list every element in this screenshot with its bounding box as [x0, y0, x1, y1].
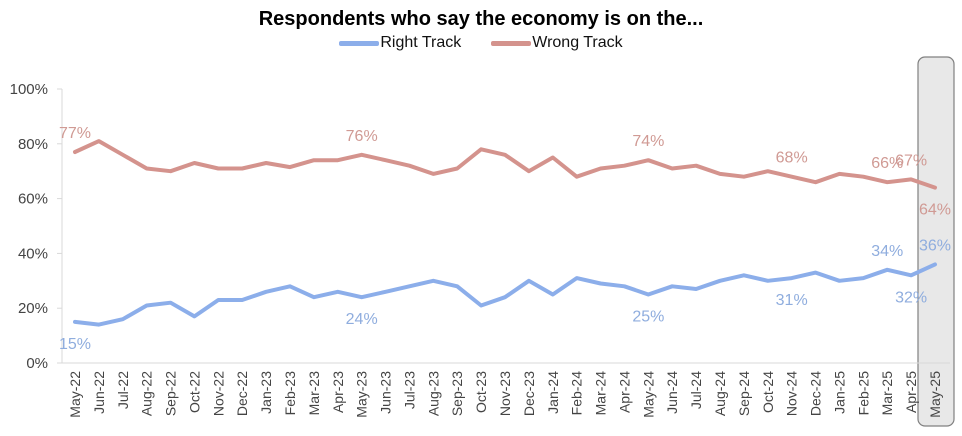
- data-label: 25%: [632, 309, 664, 326]
- x-tick-label: Sep-22: [163, 371, 179, 416]
- x-tick-label: Jun-24: [664, 371, 680, 414]
- x-tick-label: Oct-22: [186, 371, 202, 413]
- x-tick-label: Jun-22: [91, 371, 107, 414]
- x-tick-label: Dec-23: [521, 371, 537, 416]
- x-tick-label: Feb-23: [282, 371, 298, 416]
- data-label: 15%: [59, 336, 91, 353]
- x-tick-label: Mar-24: [593, 371, 609, 416]
- data-label: 32%: [895, 289, 927, 306]
- data-label: 77%: [59, 125, 91, 142]
- x-tick-label: Jun-23: [378, 371, 394, 414]
- data-label: 31%: [776, 292, 808, 309]
- y-tick-label: 80%: [18, 136, 48, 153]
- legend: Right Track Wrong Track: [0, 34, 962, 52]
- y-tick-label: 20%: [18, 300, 48, 317]
- y-tick-label: 100%: [10, 81, 48, 98]
- x-tick-label: Aug-22: [139, 371, 155, 416]
- legend-label-right-track: Right Track: [380, 34, 462, 51]
- x-tick-label: Nov-24: [784, 371, 800, 416]
- x-tick-label: Sep-24: [736, 371, 752, 416]
- y-tick-label: 60%: [18, 191, 48, 208]
- x-tick-label: Mar-25: [879, 371, 895, 416]
- x-tick-label: Feb-24: [569, 371, 585, 416]
- x-tick-label: Aug-23: [425, 371, 441, 416]
- x-tick-label: Jul-24: [688, 371, 704, 409]
- x-tick-label: Jul-23: [401, 371, 417, 409]
- data-label: 67%: [895, 152, 927, 169]
- x-tick-label: Apr-25: [903, 371, 919, 413]
- data-label: 66%: [871, 155, 903, 172]
- data-label: 24%: [346, 311, 378, 328]
- x-tick-label: May-23: [354, 371, 370, 418]
- legend-swatch-right-track: [339, 40, 380, 46]
- x-tick-label: Feb-25: [855, 371, 871, 416]
- legend-swatch-wrong-track: [491, 40, 532, 46]
- x-tick-label: Nov-23: [497, 371, 513, 416]
- x-tick-label: May-22: [67, 371, 83, 418]
- legend-label-wrong-track: Wrong Track: [532, 34, 623, 51]
- data-label: 34%: [871, 243, 903, 260]
- data-label: 76%: [346, 128, 378, 145]
- legend-item-wrong-track: Wrong Track: [491, 34, 623, 52]
- data-label: 68%: [776, 150, 808, 167]
- x-tick-label: Jul-22: [115, 371, 131, 409]
- x-tick-label: Jan-25: [831, 371, 847, 414]
- x-tick-label: Oct-24: [760, 371, 776, 413]
- x-tick-label: Jan-23: [258, 371, 274, 414]
- x-tick-label: Mar-23: [306, 371, 322, 416]
- x-tick-label: Jan-24: [545, 371, 561, 414]
- data-label: 64%: [919, 202, 951, 219]
- highlight-box: [917, 56, 955, 427]
- x-tick-label: Apr-24: [616, 371, 632, 413]
- x-tick-label: Apr-23: [330, 371, 346, 413]
- data-label: 74%: [632, 133, 664, 150]
- chart-title: Respondents who say the economy is on th…: [258, 8, 704, 30]
- y-tick-label: 0%: [26, 355, 48, 372]
- x-tick-label: Dec-24: [808, 371, 824, 416]
- x-tick-label: May-25: [927, 371, 943, 418]
- x-tick-label: Nov-22: [210, 371, 226, 416]
- x-tick-label: Oct-23: [473, 371, 489, 413]
- x-tick-label: May-24: [640, 371, 656, 418]
- x-tick-label: Sep-23: [449, 371, 465, 416]
- data-label: 36%: [919, 237, 951, 254]
- x-tick-label: Aug-24: [712, 371, 728, 416]
- legend-item-right-track: Right Track: [339, 34, 461, 52]
- x-tick-label: Dec-22: [234, 371, 250, 416]
- y-tick-label: 40%: [18, 245, 48, 262]
